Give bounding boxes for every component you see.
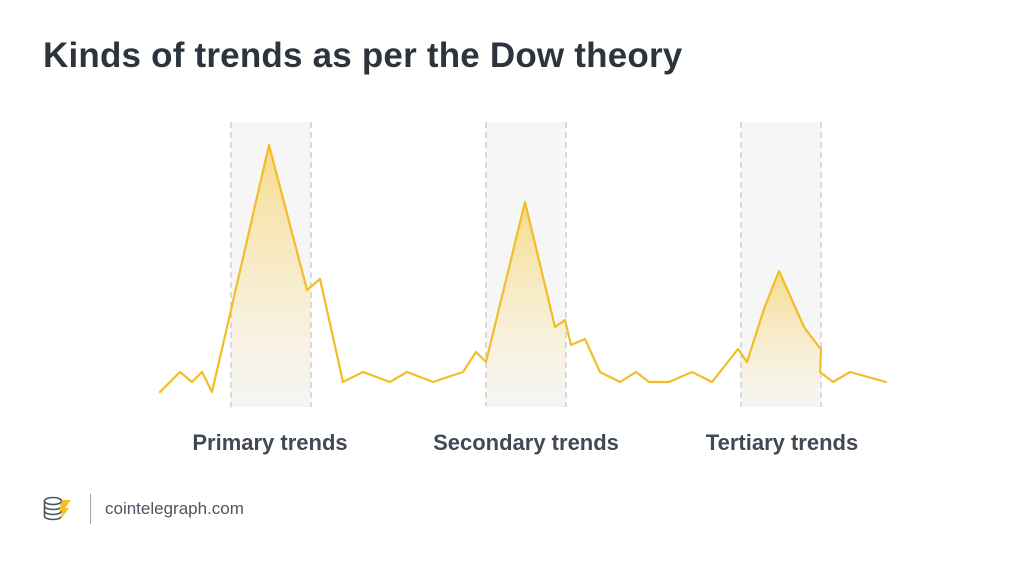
label-secondary-trends: Secondary trends [433, 430, 619, 455]
label-primary-trends: Primary trends [192, 430, 348, 455]
price-line [158, 143, 888, 394]
page-title: Kinds of trends as per the Dow theory [43, 36, 683, 75]
site-name: cointelegraph.com [105, 499, 244, 518]
cointelegraph-logo-icon [43, 496, 71, 521]
primary-peak-fill [231, 145, 311, 407]
footer-divider [90, 494, 91, 524]
label-tertiary-trends: Tertiary trends [705, 430, 859, 455]
secondary-peak-fill [486, 202, 566, 407]
footer: cointelegraph.com [40, 492, 244, 526]
tertiary-peak-fill [741, 271, 819, 407]
